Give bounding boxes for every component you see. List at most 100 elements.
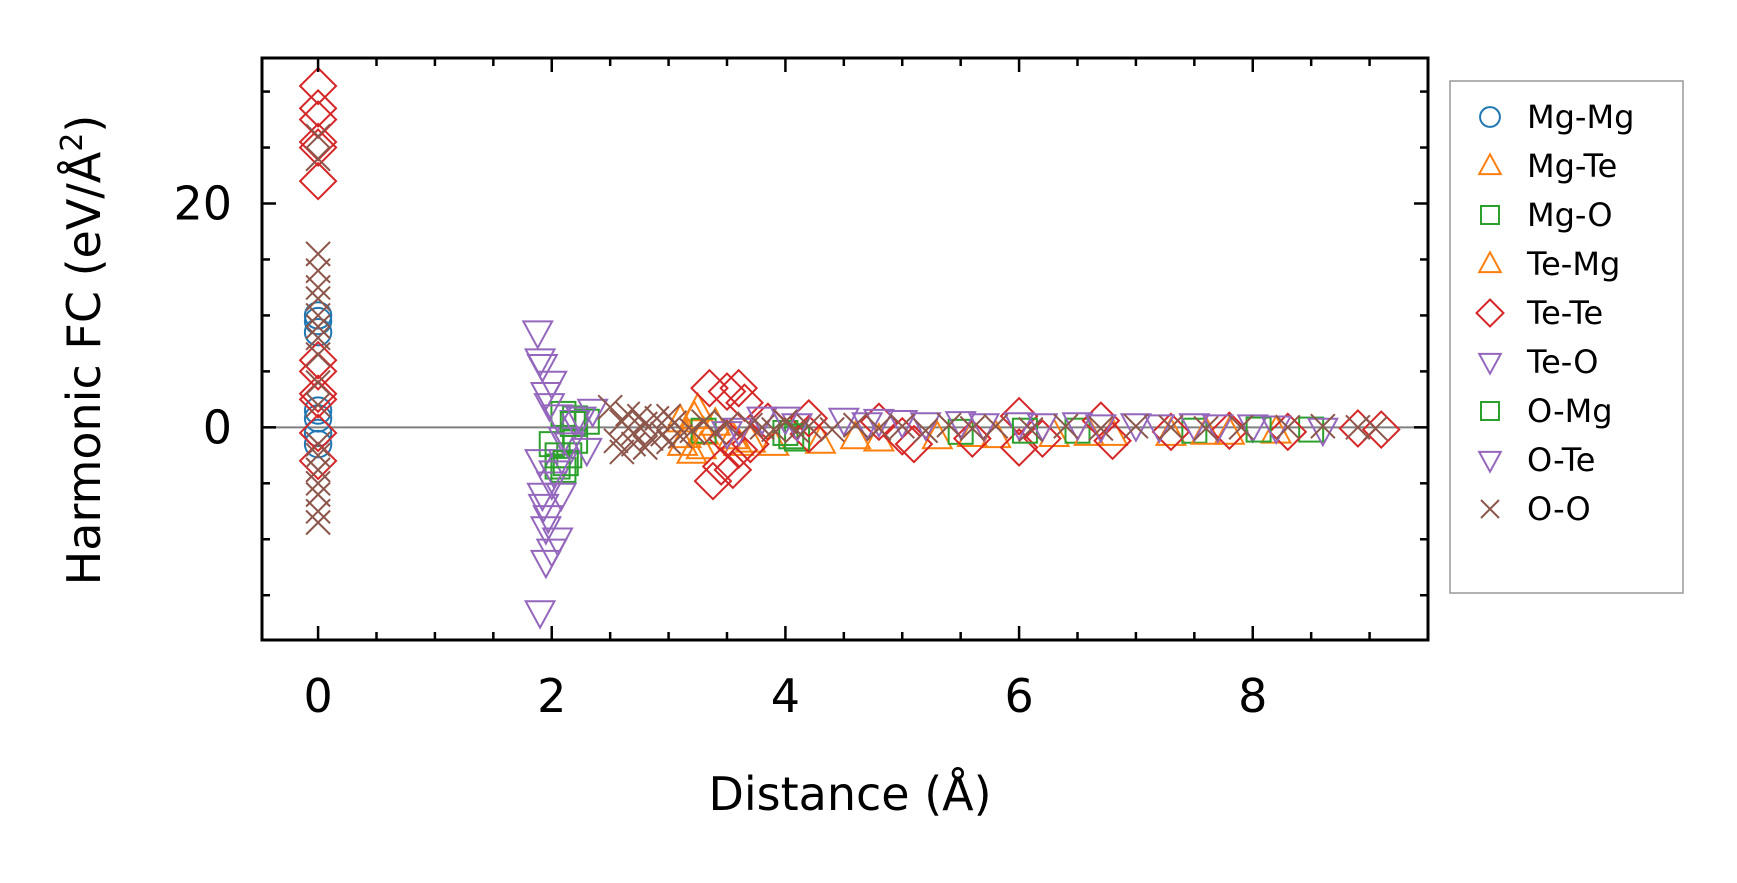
data-point <box>305 392 331 418</box>
legend-marker <box>1477 152 1503 176</box>
legend-label: Te-O <box>1526 343 1598 381</box>
y-axis-title-prefix: Harmonic FC (eV/Å <box>57 151 111 585</box>
data-point <box>305 442 331 469</box>
data-point <box>679 417 705 444</box>
data-point <box>559 410 586 437</box>
data-point <box>305 369 331 396</box>
data-point <box>936 412 962 438</box>
legend-marker <box>1477 250 1503 274</box>
data-point <box>541 527 574 557</box>
data-point <box>999 396 1039 436</box>
data-point <box>1245 416 1272 443</box>
data-point <box>523 600 557 630</box>
data-point <box>303 396 333 425</box>
legend-marker <box>1477 450 1503 474</box>
data-point <box>1362 415 1389 442</box>
data-point <box>796 413 822 439</box>
data-point <box>693 461 733 501</box>
data-point <box>298 128 338 167</box>
data-point <box>303 318 333 347</box>
data-point <box>1093 421 1132 461</box>
legend-marker <box>1479 106 1501 128</box>
data-point <box>609 439 635 465</box>
data-point <box>305 146 331 172</box>
data-point <box>769 406 802 437</box>
data-point <box>1023 419 1062 458</box>
data-point <box>570 437 603 468</box>
data-point <box>714 411 740 437</box>
data-point <box>305 341 331 368</box>
legend: Mg-Mg Mg-Te Mg-O Te-Mg Te-Te Te-O O-Mg O-Te O-O <box>1449 80 1684 594</box>
data-point <box>862 408 895 439</box>
data-point <box>1228 414 1254 441</box>
data-point <box>303 306 333 336</box>
legend-item: Mg-Te <box>1477 147 1617 185</box>
data-point <box>552 450 579 477</box>
data-point <box>544 442 571 469</box>
legend-marker <box>1480 401 1500 421</box>
data-point <box>1209 411 1249 451</box>
data-point <box>1119 413 1153 443</box>
data-point <box>303 418 333 448</box>
data-point <box>730 424 770 464</box>
data-point <box>553 432 586 462</box>
data-point <box>298 413 338 453</box>
data-point <box>761 416 787 443</box>
legend-item: Mg-O <box>1480 196 1613 234</box>
data-point <box>1298 416 1325 443</box>
data-point <box>983 413 1009 439</box>
data-point <box>547 426 580 457</box>
data-point <box>537 460 571 490</box>
data-point <box>839 419 872 450</box>
legend-label: Te-Mg <box>1526 245 1620 283</box>
data-point <box>675 434 709 464</box>
data-point <box>886 409 919 440</box>
data-point <box>305 470 331 497</box>
series-5 <box>521 320 1339 580</box>
data-point <box>1123 413 1149 439</box>
data-point <box>305 302 331 329</box>
series-8 <box>305 123 1389 536</box>
data-point <box>303 301 333 330</box>
data-point <box>661 410 688 436</box>
x-tick-label: 4 <box>771 669 800 723</box>
data-point <box>1201 414 1234 444</box>
legend-label: Mg-O <box>1527 196 1613 234</box>
data-point <box>545 482 578 513</box>
data-point <box>305 498 331 524</box>
data-point <box>523 449 557 479</box>
data-point <box>535 370 568 401</box>
data-point <box>1306 417 1339 448</box>
data-point <box>305 431 331 457</box>
data-point <box>690 368 729 408</box>
data-point <box>749 414 775 441</box>
data-point <box>1026 413 1059 443</box>
data-point <box>298 374 338 414</box>
data-point <box>1061 412 1094 442</box>
data-point <box>305 123 331 150</box>
data-point <box>298 100 338 139</box>
x-tick-label: 0 <box>303 669 332 723</box>
data-point <box>620 420 647 446</box>
data-point <box>550 456 577 483</box>
legend-label: Mg-Te <box>1527 147 1617 185</box>
data-point <box>644 405 670 432</box>
data-point <box>533 393 566 423</box>
data-point <box>725 383 764 423</box>
data-point <box>685 429 718 460</box>
y-axis-title: Harmonic FC (eV/Å2) <box>55 115 111 586</box>
data-point <box>305 274 331 301</box>
data-point <box>842 412 869 438</box>
data-point <box>1310 413 1336 439</box>
legend-marker <box>1480 205 1500 225</box>
series-0 <box>303 301 333 459</box>
data-point <box>702 420 729 446</box>
data-point <box>1084 414 1117 444</box>
data-point <box>1193 415 1219 442</box>
data-point <box>521 320 554 350</box>
data-point <box>722 417 755 448</box>
data-point <box>597 394 623 420</box>
data-point <box>305 457 331 483</box>
legend-item: O-Mg <box>1480 392 1613 430</box>
data-point <box>889 413 915 439</box>
